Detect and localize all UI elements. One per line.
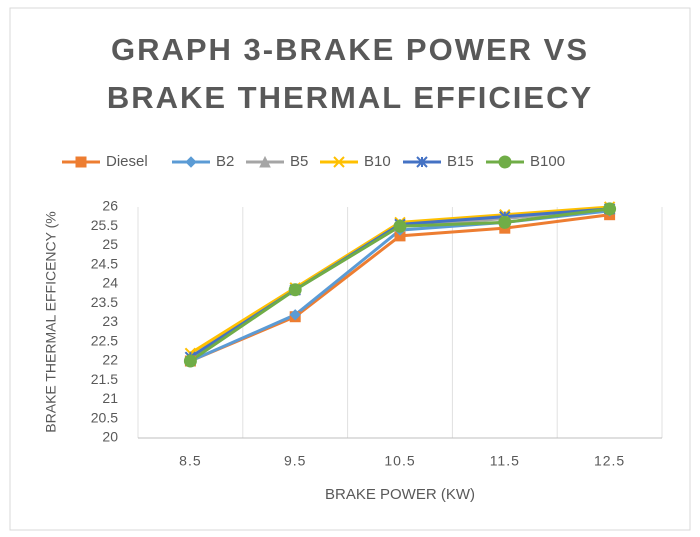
x-tick-label: 8.5 [179, 453, 201, 469]
x-tick-label: 12.5 [594, 453, 625, 469]
chart-title: GRAPH 3-BRAKE POWER VS [111, 32, 589, 67]
y-tick-label: 24.5 [91, 255, 118, 271]
marker [183, 354, 197, 368]
x-tick-label: 9.5 [284, 453, 306, 469]
legend-label: Diesel [106, 153, 148, 170]
legend-label: B5 [290, 153, 308, 170]
x-tick-label: 10.5 [384, 453, 415, 469]
y-tick-label: 21.5 [91, 371, 118, 387]
y-axis-label: BRAKE THERMAL EFFICENCY (% [43, 211, 59, 432]
legend-label: B10 [364, 153, 391, 170]
marker [498, 155, 512, 169]
marker [75, 156, 87, 168]
marker [185, 156, 197, 168]
y-tick-label: 23 [102, 313, 118, 329]
y-tick-label: 21 [102, 390, 118, 406]
legend-label: B100 [530, 153, 565, 170]
marker [289, 309, 301, 321]
marker [333, 156, 345, 168]
legend-label: B15 [447, 153, 474, 170]
y-tick-label: 24 [102, 275, 118, 291]
chart-title: BRAKE THERMAL EFFICIECY [107, 80, 593, 115]
marker [288, 283, 302, 297]
marker [393, 219, 407, 233]
y-tick-label: 25 [102, 236, 118, 252]
y-tick-label: 22.5 [91, 332, 118, 348]
marker [416, 156, 428, 168]
marker [498, 215, 512, 229]
y-tick-label: 23.5 [91, 294, 118, 310]
marker [603, 202, 617, 216]
y-tick-label: 26 [102, 198, 118, 214]
y-tick-label: 20.5 [91, 409, 118, 425]
x-tick-label: 11.5 [490, 453, 520, 469]
y-tick-label: 22 [102, 352, 118, 368]
x-axis-label: BRAKE POWER (KW) [325, 486, 475, 503]
legend-label: B2 [216, 153, 234, 170]
y-tick-label: 20 [102, 429, 118, 445]
y-tick-label: 25.5 [91, 217, 118, 233]
marker [259, 155, 271, 168]
